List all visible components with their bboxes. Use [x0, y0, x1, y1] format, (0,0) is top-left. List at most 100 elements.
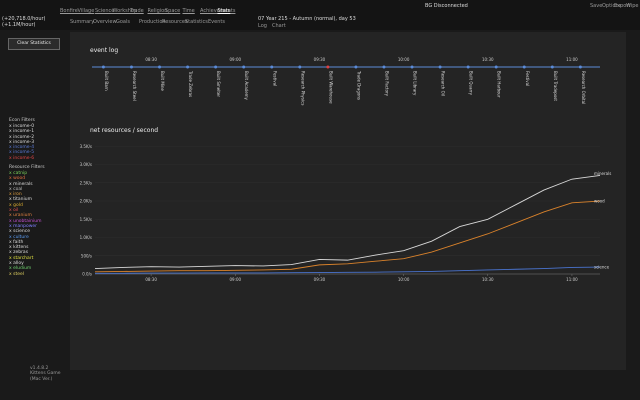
event-dot	[298, 65, 302, 69]
res-title: Resource Filters	[9, 165, 45, 170]
link[interactable]: Chart	[272, 23, 286, 29]
event-label: Research Steel	[132, 71, 137, 101]
series-label: wood	[594, 199, 605, 204]
event-label: Research Oil	[441, 71, 446, 96]
filter[interactable]: x income-5	[9, 150, 35, 156]
tab[interactable]: Stats	[217, 8, 231, 14]
subtab[interactable]: Production	[139, 19, 166, 25]
tab[interactable]: Bonfire	[60, 8, 78, 14]
footer-line: Kittens Game	[30, 371, 61, 377]
tab[interactable]: Religion	[147, 8, 168, 14]
event-label: Festival	[272, 71, 277, 86]
event-dot	[410, 65, 414, 69]
footer-line: v1.4.8.2	[30, 366, 49, 371]
filter[interactable]: x income-1	[9, 129, 35, 135]
filter[interactable]: x kittens	[9, 245, 29, 251]
menu[interactable]: Save	[590, 3, 603, 9]
filter[interactable]: x zebras	[9, 250, 29, 256]
tab[interactable]: Village	[77, 8, 95, 14]
tab[interactable]: Workshop	[112, 8, 138, 14]
filter[interactable]: x income-6	[9, 155, 35, 161]
event-dot	[522, 65, 526, 69]
timeline-tick: 09:30	[314, 57, 326, 62]
top-bar: (+20,718.0/hour) (+1.1M/hour) Bonfire Villa…	[0, 0, 640, 30]
menu[interactable]: Options	[602, 3, 622, 9]
x-tick-label: 10:00	[398, 277, 410, 282]
y-tick-label: 3.5K/s	[80, 144, 92, 149]
series-line	[95, 266, 601, 274]
filter[interactable]: x titanium	[9, 197, 32, 203]
filter[interactable]: x faith	[9, 239, 24, 245]
series-line	[94, 200, 601, 273]
filter[interactable]: x income-3	[9, 139, 35, 145]
tab[interactable]: Time	[182, 8, 195, 14]
subtab[interactable]: Overview	[93, 19, 117, 25]
event-label: Built Smelter	[216, 71, 221, 97]
event-dot	[186, 65, 190, 69]
tab[interactable]: Science	[95, 8, 115, 14]
event-label: Built Barn	[104, 71, 109, 91]
filter[interactable]: x minerals	[9, 181, 33, 187]
filter[interactable]: x steel	[9, 271, 24, 277]
filter[interactable]: x alloy	[9, 261, 24, 267]
x-tick-label: 09:00	[230, 277, 242, 282]
y-tick-label: 500/s	[81, 253, 92, 258]
filter[interactable]: x catnip	[9, 171, 28, 176]
menu[interactable]: Wipe	[626, 3, 639, 9]
timeline-tick: 08:30	[145, 57, 157, 62]
event-label: Built Mine	[160, 71, 165, 91]
y-tick-label: 1.0K/s	[80, 235, 92, 240]
filter[interactable]: x coal	[9, 186, 23, 192]
x-tick-label: 11:00	[566, 277, 578, 282]
event-label: Built Factory	[384, 71, 389, 97]
filter[interactable]: x science	[9, 229, 31, 235]
econ-list: x income-0 x income-1 x income-2 x income-3…	[9, 124, 34, 161]
event-label: Trade Zebras	[188, 70, 193, 97]
tab[interactable]: Achievements	[200, 8, 236, 14]
subtab[interactable]: Goals	[116, 19, 130, 25]
filter[interactable]: x oil	[9, 208, 19, 214]
event-label: Trade Dragons	[356, 70, 361, 100]
subtab[interactable]: Summary	[70, 19, 95, 25]
filter[interactable]: x income-4	[9, 145, 35, 151]
event-log-title: event log	[90, 47, 118, 54]
filter[interactable]: x uranium	[9, 213, 32, 219]
tab[interactable]: Space	[165, 8, 181, 14]
event-label: Research Physics	[300, 71, 305, 105]
event-dot	[466, 65, 470, 69]
timeline-tick: 10:30	[482, 57, 494, 62]
event-label: Festival	[525, 71, 530, 86]
clear-button[interactable]: Clear Statistics	[8, 38, 60, 50]
event-label: Built Quarry	[469, 71, 474, 96]
event-dot	[326, 65, 330, 69]
filter[interactable]: x eludium	[9, 266, 32, 272]
event-dot	[270, 65, 274, 69]
menu[interactable]: Export	[614, 3, 631, 9]
tab[interactable]: Trade	[130, 8, 144, 14]
event-dot	[158, 65, 162, 69]
subtab[interactable]: Resources	[162, 19, 188, 25]
filter[interactable]: x income-2	[9, 134, 35, 140]
link[interactable]: Log	[258, 23, 267, 29]
filter[interactable]: x culture	[9, 234, 29, 240]
income: (+1.1M/hour)	[2, 22, 36, 28]
econ-title: Econ Filters	[9, 118, 35, 123]
subtab[interactable]: Events	[208, 19, 225, 25]
panel	[70, 32, 626, 370]
y-tick-label: 1.5K/s	[80, 217, 92, 222]
filter[interactable]: x income-0	[9, 124, 35, 129]
event-label: Built Library	[413, 71, 418, 96]
filter[interactable]: x manpower	[9, 223, 37, 229]
event-dot	[494, 65, 498, 69]
date: 07 Year 215 - Autumn (normal), day 53	[258, 16, 356, 22]
filter[interactable]: x starchart	[9, 255, 34, 261]
filter[interactable]: x gold	[9, 202, 23, 208]
event-label: Built Academy	[244, 71, 249, 101]
filter[interactable]: x unobtainium	[9, 218, 42, 224]
status: BG Disconnected	[425, 3, 468, 9]
filter[interactable]: x iron	[9, 192, 22, 198]
filter[interactable]: x wood	[9, 176, 26, 182]
subtab[interactable]: Statistics	[185, 19, 208, 25]
